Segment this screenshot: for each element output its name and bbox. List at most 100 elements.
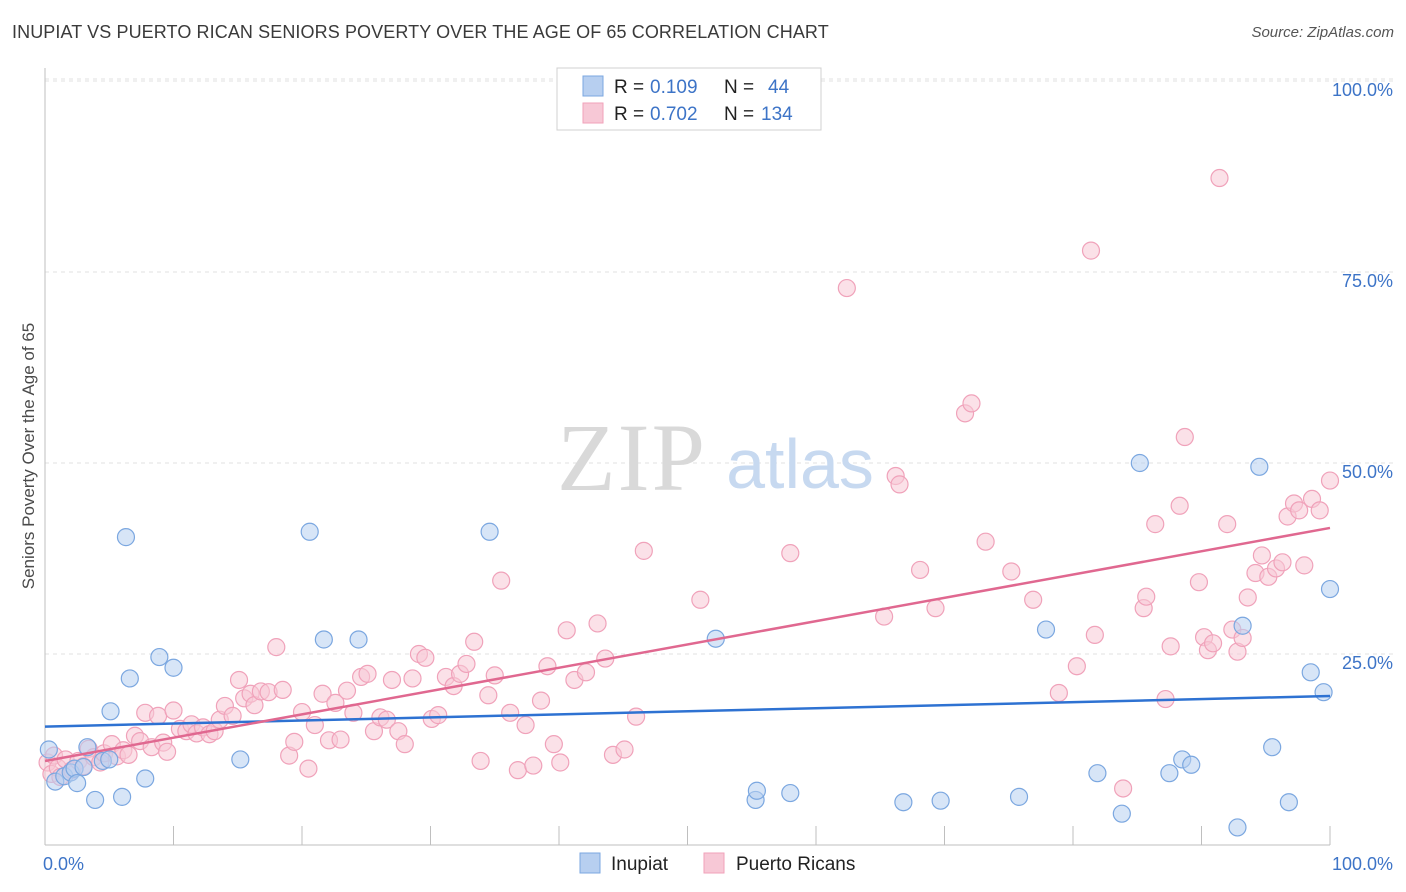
puerto-ricans-point-105 [1024, 590, 1043, 609]
puerto-ricans-point-52 [337, 681, 357, 700]
puerto-ricans-point-42 [273, 680, 292, 700]
inupiat-point-16 [150, 647, 169, 667]
puerto-ricans-point-71 [465, 632, 484, 651]
puerto-ricans-point-115 [1161, 637, 1180, 656]
inupiat-point-19 [300, 522, 319, 541]
y-tick-labels: 25.0% 50.0% 75.0% 100.0% [1332, 80, 1393, 673]
puerto-ricans-point-78 [516, 715, 535, 735]
inupiat-point-17 [164, 658, 183, 677]
inupiat-point-13 [116, 528, 136, 547]
puerto-ricans-point-79 [524, 756, 543, 775]
inupiat-point-28 [931, 791, 950, 810]
inupiat-point-29 [1009, 787, 1029, 806]
puerto-ricans-point-34 [223, 706, 242, 725]
puerto-ricans-point-86 [576, 663, 596, 682]
puerto-ricans-point-72 [471, 751, 490, 771]
puerto-ricans-point-48 [313, 684, 332, 703]
inupiat-point-31 [1088, 764, 1107, 783]
inupiat-point-26 [781, 783, 800, 803]
inupiat-point-10 [100, 750, 119, 769]
legend-r-label-inupiat: R = [614, 77, 644, 98]
puerto-ricans-point-110 [1114, 779, 1133, 798]
puerto-ricans-point-51 [331, 730, 350, 749]
inupiat-point-34 [1160, 764, 1179, 783]
source-label: Source: ZipAtlas.com [1251, 24, 1394, 41]
inupiat-point-39 [1250, 457, 1269, 476]
legend-n-label-puerto-ricans: N = [724, 104, 754, 125]
legend-r-label-puerto-ricans: R = [614, 104, 644, 125]
inupiat-point-30 [1036, 620, 1056, 639]
puerto-ricans-point-108 [1081, 241, 1101, 260]
puerto-ricans-point-87 [588, 614, 607, 633]
legend-swatch-inupiat [582, 75, 604, 97]
inupiat-point-32 [1112, 804, 1131, 823]
puerto-ricans-point-102 [962, 394, 981, 413]
puerto-ricans-point-132 [1273, 553, 1292, 572]
x-tick-labels: 0.0% 100.0% [43, 854, 1393, 874]
inupiat-point-42 [1301, 663, 1320, 682]
inupiat-point-11 [101, 702, 120, 721]
puerto-ricans-point-91 [626, 707, 646, 726]
puerto-ricans-point-136 [1295, 556, 1314, 575]
inupiat-point-38 [1233, 616, 1252, 635]
legend-n-label-inupiat: N = [724, 77, 754, 98]
puerto-ricans-point-129 [1252, 546, 1271, 565]
y-tick-label-1: 50.0% [1342, 462, 1393, 482]
puerto-ricans-point-139 [1320, 471, 1340, 490]
inupiat-point-15 [136, 769, 155, 788]
puerto-ricans-point-80 [531, 691, 551, 710]
inupiat-point-5 [68, 774, 87, 793]
puerto-ricans-point-41 [267, 638, 286, 657]
inupiat-point-21 [349, 630, 368, 649]
inupiat-point-25 [747, 781, 766, 800]
inupiat-point-37 [1228, 818, 1247, 837]
puerto-ricans-point-24 [164, 701, 183, 720]
puerto-ricans-point-106 [1049, 683, 1068, 703]
inupiat-point-43 [1314, 683, 1333, 702]
puerto-ricans-point-100 [926, 599, 945, 618]
puerto-ricans-point-92 [634, 541, 653, 560]
puerto-ricans-point-116 [1170, 496, 1189, 515]
bottom-legend: Inupiat Puerto Ricans [579, 852, 855, 875]
puerto-ricans-point-61 [395, 735, 414, 754]
puerto-ricans-point-138 [1310, 501, 1329, 520]
inupiat-point-33 [1130, 453, 1149, 473]
puerto-ricans-point-75 [492, 571, 511, 590]
inupiat-point-12 [112, 787, 132, 806]
puerto-ricans-point-66 [429, 706, 448, 725]
y-axis-label: Seniors Poverty Over the Age of 65 [19, 323, 38, 589]
bottom-legend-puerto-ricans: Puerto Ricans [736, 854, 855, 875]
inupiat-point-14 [120, 669, 139, 688]
puerto-ricans-point-64 [416, 648, 435, 667]
puerto-ricans-point-62 [403, 669, 422, 688]
watermark-zip: ZIP [557, 404, 707, 511]
puerto-ricans-point-46 [299, 759, 318, 778]
puerto-ricans-point-35 [229, 670, 249, 690]
series-inupiat [39, 453, 1340, 837]
trend-lines [44, 526, 1331, 763]
legend-swatch-puerto-ricans [582, 102, 604, 124]
puerto-ricans-point-94 [781, 544, 800, 563]
puerto-ricans-point-44 [285, 732, 304, 751]
legend-r-value-inupiat: 0.109 [650, 77, 698, 98]
puerto-ricans-point-135 [1290, 501, 1309, 520]
puerto-ricans-point-82 [544, 735, 563, 754]
bottom-legend-swatch-puerto-ricans [703, 852, 725, 874]
inupiat-point-0 [39, 740, 58, 759]
puerto-ricans-point-16 [119, 745, 138, 764]
puerto-ricans-point-113 [1146, 515, 1165, 534]
inupiat-point-41 [1279, 793, 1298, 812]
inupiat-point-20 [314, 630, 333, 649]
chart-title: INUPIAT VS PUERTO RICAN SENIORS POVERTY … [12, 22, 829, 42]
puerto-ricans-point-98 [890, 475, 909, 494]
puerto-ricans-point-23 [157, 742, 177, 761]
inupiat-point-18 [231, 750, 250, 769]
watermark-atlas: atlas [726, 425, 874, 503]
inupiat-point-27 [894, 793, 913, 812]
legend: R = 0.109 N = 44 R = 0.702 N = 134 [556, 67, 822, 131]
puerto-ricans-point-104 [1002, 562, 1021, 581]
y-tick-label-2: 75.0% [1342, 271, 1393, 291]
legend-n-value-inupiat: 44 [768, 77, 790, 98]
x-tick-label-0: 0.0% [43, 854, 84, 874]
